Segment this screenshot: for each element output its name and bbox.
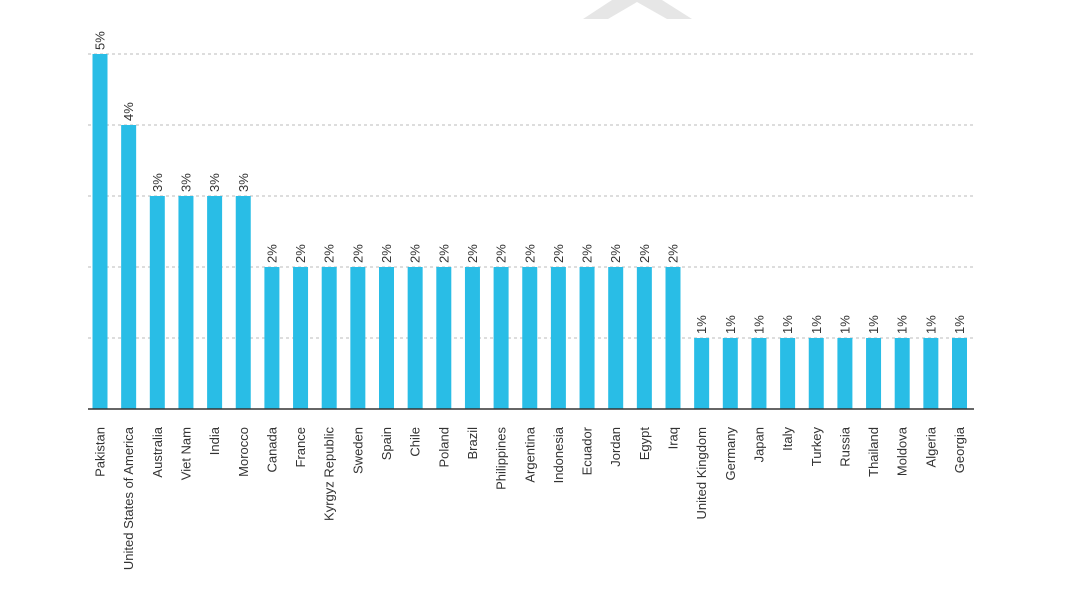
data-label: 3% xyxy=(178,173,193,192)
x-tick-label: Kyrgyz Republic xyxy=(322,427,337,521)
bar xyxy=(550,267,566,409)
x-tick-label: Sweden xyxy=(350,427,365,474)
bar xyxy=(837,338,853,409)
x-tick-label: Brazil xyxy=(465,427,480,460)
bar xyxy=(579,267,595,409)
bar xyxy=(178,196,194,409)
data-label: 1% xyxy=(923,315,938,334)
bar xyxy=(149,196,165,409)
x-tick-label: Iraq xyxy=(666,427,681,449)
data-label: 1% xyxy=(694,315,709,334)
x-tick-label: Japan xyxy=(751,427,766,462)
bar xyxy=(264,267,280,409)
bar xyxy=(493,267,509,409)
data-label: 2% xyxy=(522,244,537,263)
bar xyxy=(350,267,366,409)
x-tick-label: Argentina xyxy=(522,426,537,482)
data-label: 2% xyxy=(379,244,394,263)
data-label: 3% xyxy=(236,173,251,192)
data-label: 2% xyxy=(666,244,681,263)
data-label: 2% xyxy=(350,244,365,263)
data-label: 2% xyxy=(465,244,480,263)
data-label: 2% xyxy=(436,244,451,263)
bars xyxy=(92,54,967,409)
data-label: 2% xyxy=(494,244,509,263)
x-tick-label: Poland xyxy=(436,427,451,467)
data-label: 1% xyxy=(837,315,852,334)
x-tick-label: India xyxy=(207,426,222,455)
x-tick-label: Indonesia xyxy=(551,426,566,483)
x-tick-label: United Kingdom xyxy=(694,427,709,520)
x-tick-label: Canada xyxy=(264,426,279,472)
x-tick-label: Thailand xyxy=(866,427,881,477)
watermark-logo xyxy=(583,0,692,19)
bar xyxy=(751,338,767,409)
data-label: 2% xyxy=(408,244,423,263)
bar xyxy=(207,196,223,409)
x-tick-label: Italy xyxy=(780,427,795,451)
x-tick-label: Morocco xyxy=(236,427,251,477)
data-label: 1% xyxy=(751,315,766,334)
x-tick-label: Jordan xyxy=(608,427,623,467)
data-label: 3% xyxy=(150,173,165,192)
bar xyxy=(121,125,137,409)
bar xyxy=(894,338,910,409)
bar xyxy=(293,267,309,409)
bar xyxy=(235,196,251,409)
data-label: 2% xyxy=(551,244,566,263)
data-label: 2% xyxy=(322,244,337,263)
x-tick-label: Russia xyxy=(837,426,852,467)
x-tick-labels: Pakistan United States of America Australi… xyxy=(93,426,968,570)
x-tick-label: Moldova xyxy=(895,426,910,476)
bar xyxy=(923,338,939,409)
x-tick-label: Australia xyxy=(150,426,165,477)
bar xyxy=(464,267,480,409)
x-tick-label: Philippines xyxy=(494,427,509,490)
data-label: 1% xyxy=(809,315,824,334)
data-label: 5% xyxy=(93,31,108,50)
bar xyxy=(952,338,967,409)
data-label: 3% xyxy=(207,173,222,192)
bar xyxy=(436,267,452,409)
bar xyxy=(379,267,394,409)
data-label: 2% xyxy=(637,244,652,263)
data-label: 2% xyxy=(293,244,308,263)
bar xyxy=(808,338,824,409)
bar xyxy=(665,267,681,409)
bar xyxy=(694,338,710,409)
bar xyxy=(407,267,423,409)
bar xyxy=(92,54,108,409)
x-tick-label: Algeria xyxy=(923,426,938,467)
data-label: 2% xyxy=(264,244,279,263)
x-tick-label: Georgia xyxy=(952,426,967,473)
x-tick-label: France xyxy=(293,427,308,467)
data-label: 2% xyxy=(580,244,595,263)
bar xyxy=(321,267,337,409)
data-labels: 5% 4% 3% 3% 3% 3% 2% 2% 2% 2% 2% 2% 2% 2% 2% 2% 2% 2% 2% 2%… xyxy=(93,31,968,334)
data-label: 1% xyxy=(895,315,910,334)
x-tick-label: Ecuador xyxy=(580,426,595,475)
x-tick-label: Chile xyxy=(408,427,423,457)
data-label: 1% xyxy=(866,315,881,334)
bar xyxy=(636,267,652,409)
gridlines xyxy=(88,53,974,339)
bar xyxy=(608,267,624,409)
data-label: 1% xyxy=(723,315,738,334)
bar xyxy=(722,338,738,409)
bar xyxy=(780,338,796,409)
data-label: 1% xyxy=(952,315,967,334)
data-label: 2% xyxy=(608,244,623,263)
x-tick-label: Egypt xyxy=(637,427,652,461)
x-tick-label: Viet Nam xyxy=(178,427,193,480)
x-tick-label: Germany xyxy=(723,427,738,481)
bar xyxy=(866,338,882,409)
x-tick-label: Pakistan xyxy=(93,427,108,477)
x-tick-label: Spain xyxy=(379,427,394,460)
x-tick-label: United States of America xyxy=(121,426,136,570)
bar xyxy=(522,267,538,409)
data-label: 1% xyxy=(780,315,795,334)
x-tick-label: Turkey xyxy=(809,427,824,467)
data-label: 4% xyxy=(121,102,136,121)
